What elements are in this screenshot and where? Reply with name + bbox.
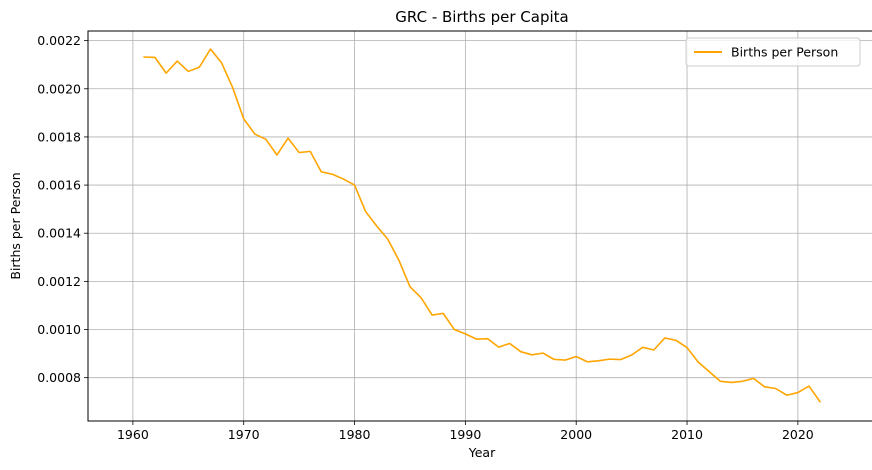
y-tick-label: 0.0020 bbox=[37, 81, 81, 96]
x-axis-label: Year bbox=[468, 445, 496, 460]
y-tick-label: 0.0010 bbox=[37, 322, 81, 337]
plot-area-frame bbox=[87, 30, 872, 422]
x-tick-label: 1970 bbox=[228, 427, 260, 442]
y-axis: 0.0008 0.0010 0.0012 0.0014 0.0016 0.0018 0.00… bbox=[37, 33, 88, 385]
x-tick-label: 2010 bbox=[671, 427, 703, 442]
x-tick-label: 1990 bbox=[449, 427, 481, 442]
y-tick-label: 0.0016 bbox=[37, 178, 81, 193]
x-axis: 1960 1970 1980 1990 2000 2010 2020 bbox=[117, 421, 814, 442]
y-axis-label: Births per Person bbox=[8, 172, 23, 279]
y-tick-label: 0.0022 bbox=[37, 33, 81, 48]
legend-box bbox=[685, 37, 861, 67]
x-tick-label: 1980 bbox=[339, 427, 371, 442]
x-tick-label: 2020 bbox=[782, 427, 814, 442]
x-tick-label: 1960 bbox=[117, 427, 149, 442]
x-tick-label: 2000 bbox=[560, 427, 592, 442]
series-line-births-per-person bbox=[143, 48, 821, 403]
legend: Births per Person bbox=[685, 37, 861, 67]
y-tick-label: 0.0008 bbox=[37, 370, 81, 385]
y-tick-label: 0.0014 bbox=[37, 226, 81, 241]
grid bbox=[88, 31, 872, 421]
legend-label: Births per Person bbox=[731, 45, 838, 60]
y-tick-label: 0.0012 bbox=[37, 274, 81, 289]
y-tick-label: 0.0018 bbox=[37, 129, 81, 144]
series-layer bbox=[143, 48, 821, 403]
chart-title: GRC - Births per Capita bbox=[395, 8, 568, 26]
